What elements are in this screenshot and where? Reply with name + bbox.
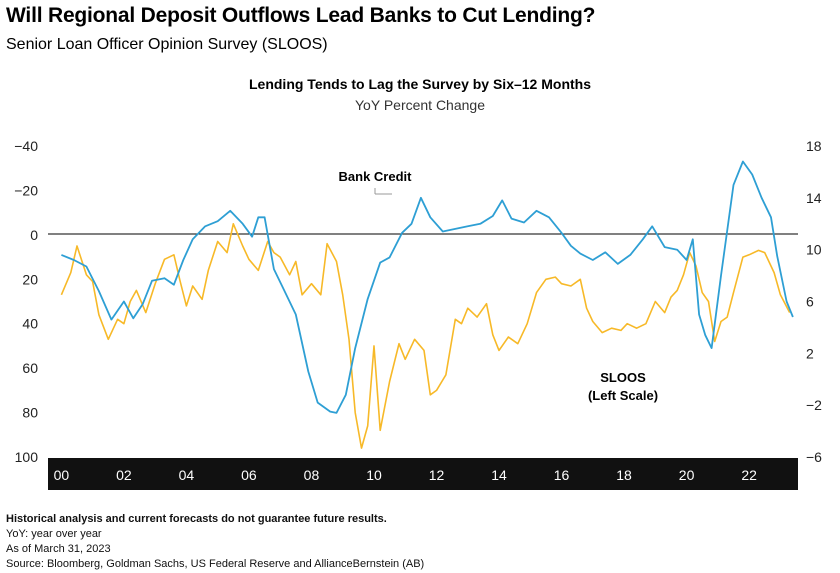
right-tick-label: 14 <box>806 190 822 206</box>
left-tick-label: −20 <box>14 182 38 198</box>
left-axis-ticks: −40 −20 0 20 40 60 80 100 <box>14 138 38 465</box>
x-tick-label: 00 <box>54 467 70 483</box>
bank-credit-series-line <box>61 160 794 414</box>
left-tick-label: 20 <box>22 271 38 287</box>
sloos-label: SLOOS <box>600 370 646 385</box>
sloos-scale-label: (Left Scale) <box>588 388 658 403</box>
x-tick-label: 02 <box>116 467 132 483</box>
as-of-date: As of March 31, 2023 <box>6 543 111 555</box>
left-tick-label: 60 <box>22 360 38 376</box>
disclaimer-text: Historical analysis and current forecast… <box>6 513 387 525</box>
right-tick-label: 10 <box>806 242 822 258</box>
x-tick-label: 20 <box>679 467 695 483</box>
x-axis-band <box>48 458 798 490</box>
right-tick-label: −2 <box>806 397 822 413</box>
right-tick-label: 6 <box>806 294 814 310</box>
x-tick-label: 14 <box>491 467 507 483</box>
x-tick-label: 16 <box>554 467 570 483</box>
chart-title: Lending Tends to Lag the Survey by Six–1… <box>248 76 591 92</box>
left-tick-label: 100 <box>15 449 39 465</box>
right-axis-ticks: 18 14 10 6 2 −2 −6 <box>806 138 822 465</box>
source-note: Source: Bloomberg, Goldman Sachs, US Fed… <box>6 558 425 570</box>
chart-subtitle: YoY Percent Change <box>355 97 485 113</box>
right-tick-label: 2 <box>806 345 814 361</box>
x-tick-label: 12 <box>429 467 445 483</box>
yoy-note: YoY: year over year <box>6 528 102 540</box>
x-tick-label: 10 <box>366 467 382 483</box>
page-title: Will Regional Deposit Outflows Lead Bank… <box>6 4 596 27</box>
sloos-series-line <box>60 223 791 449</box>
right-tick-label: 18 <box>806 138 822 154</box>
x-tick-label: 06 <box>241 467 257 483</box>
x-tick-label: 08 <box>304 467 320 483</box>
left-tick-label: 80 <box>22 405 38 421</box>
page-subtitle: Senior Loan Officer Opinion Survey (SLOO… <box>6 36 328 53</box>
left-tick-label: −40 <box>14 138 38 154</box>
bank-credit-label: Bank Credit <box>339 169 413 184</box>
x-tick-label: 04 <box>179 467 195 483</box>
x-tick-label: 18 <box>616 467 632 483</box>
line-chart: −40 −20 0 20 40 60 80 100 18 14 10 6 2 −2 −6 00 02 04 06… <box>14 138 822 490</box>
left-tick-label: 40 <box>22 316 38 332</box>
x-axis-ticks: 00 02 04 06 08 10 12 14 16 18 20 22 <box>54 467 758 483</box>
left-tick-label: 0 <box>30 227 38 243</box>
x-tick-label: 22 <box>741 467 757 483</box>
right-tick-label: −6 <box>806 449 822 465</box>
